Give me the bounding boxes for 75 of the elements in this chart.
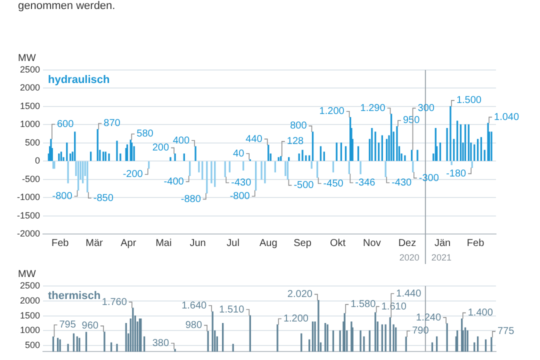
x-tick-label: Jul <box>226 238 240 249</box>
y-tick-label: -1500 <box>16 210 40 220</box>
data-label: 1.290 <box>360 102 386 114</box>
data-label: 600 <box>56 118 74 130</box>
data-label: 2.020 <box>287 289 313 300</box>
text: 2021 <box>431 252 452 262</box>
data-label: 800 <box>290 120 308 132</box>
y-tick-label: 2500 <box>20 64 40 74</box>
chart-title: thermisch <box>48 290 101 302</box>
data-label: 1.440 <box>396 288 422 300</box>
data-label: 795 <box>59 320 76 331</box>
x-tick-label: Okt <box>330 238 346 249</box>
y-tick-label: 0 <box>34 156 40 166</box>
x-tick-label: Mär <box>86 238 104 249</box>
data-label: -300 <box>418 172 440 184</box>
data-label: 1.640 <box>182 300 208 312</box>
x-tick-label: Sep <box>294 238 312 249</box>
data-label: -430 <box>231 178 252 189</box>
y-tick-label: 1000 <box>20 325 40 336</box>
y-tick-label: 1500 <box>20 100 40 111</box>
data-label: 1.200 <box>283 314 309 325</box>
data-label: -800 <box>52 191 73 202</box>
data-label: 440 <box>246 134 263 145</box>
text: genommen werden. <box>18 0 116 12</box>
x-tick-label: Apr <box>120 238 137 249</box>
data-label: 1.200 <box>319 106 345 118</box>
data-label: 128 <box>286 136 304 148</box>
data-label: 300 <box>418 102 435 114</box>
y-tick-label: 500 <box>24 340 40 350</box>
data-label: -180 <box>446 168 467 180</box>
data-label: -200 <box>122 169 144 180</box>
y-tick-label: 1000 <box>20 119 40 130</box>
data-label: 1.580 <box>350 299 376 310</box>
y-tick-label: -2000 <box>16 228 40 238</box>
data-label: 1.400 <box>468 308 494 319</box>
data-label: 400 <box>172 135 190 146</box>
y-tick-label: 2000 <box>20 82 40 93</box>
y-tick-label: 500 <box>24 137 40 148</box>
data-label: 1.500 <box>456 95 482 106</box>
data-label: 980 <box>185 320 202 332</box>
data-label: 40 <box>233 148 245 160</box>
y-tick-label: 2000 <box>20 295 40 306</box>
data-label: -450 <box>323 178 344 190</box>
text: 2020 <box>399 252 420 262</box>
data-label: 200 <box>152 142 170 154</box>
y-tick-label: -1000 <box>16 192 40 202</box>
data-label: -400 <box>164 176 184 188</box>
x-tick-label: Nov <box>363 238 381 249</box>
y-tick-label: 1500 <box>20 310 40 320</box>
x-tick-label: Mai <box>156 238 172 249</box>
data-label: 1.760 <box>102 296 128 308</box>
data-label: 580 <box>136 128 154 140</box>
y-axis-title: MW <box>18 52 36 64</box>
x-tick-label: Jän <box>434 238 451 249</box>
data-label: -500 <box>294 180 314 192</box>
data-label: 1.510 <box>219 304 245 316</box>
x-tick-label: Feb <box>466 238 485 249</box>
chart-title: hydraulisch <box>48 74 110 86</box>
y-axis-title: MW <box>18 268 36 280</box>
y-tick-label: 2500 <box>20 280 40 290</box>
x-tick-label: Feb <box>51 238 70 249</box>
data-label: 380 <box>152 338 170 349</box>
x-tick-label: Jun <box>190 238 206 249</box>
y-tick-label: -500 <box>22 174 40 184</box>
data-label: -430 <box>392 178 412 189</box>
data-label: 960 <box>82 320 99 332</box>
data-label: 775 <box>497 326 515 338</box>
data-label: -800 <box>230 191 250 202</box>
x-tick-label: Dez <box>398 238 416 249</box>
data-label: -850 <box>93 192 114 204</box>
data-label: -880 <box>180 194 202 205</box>
x-tick-label: Aug <box>259 238 278 249</box>
data-label: 870 <box>104 118 121 130</box>
data-label: -346 <box>355 177 376 188</box>
data-label: 1.040 <box>494 112 520 123</box>
